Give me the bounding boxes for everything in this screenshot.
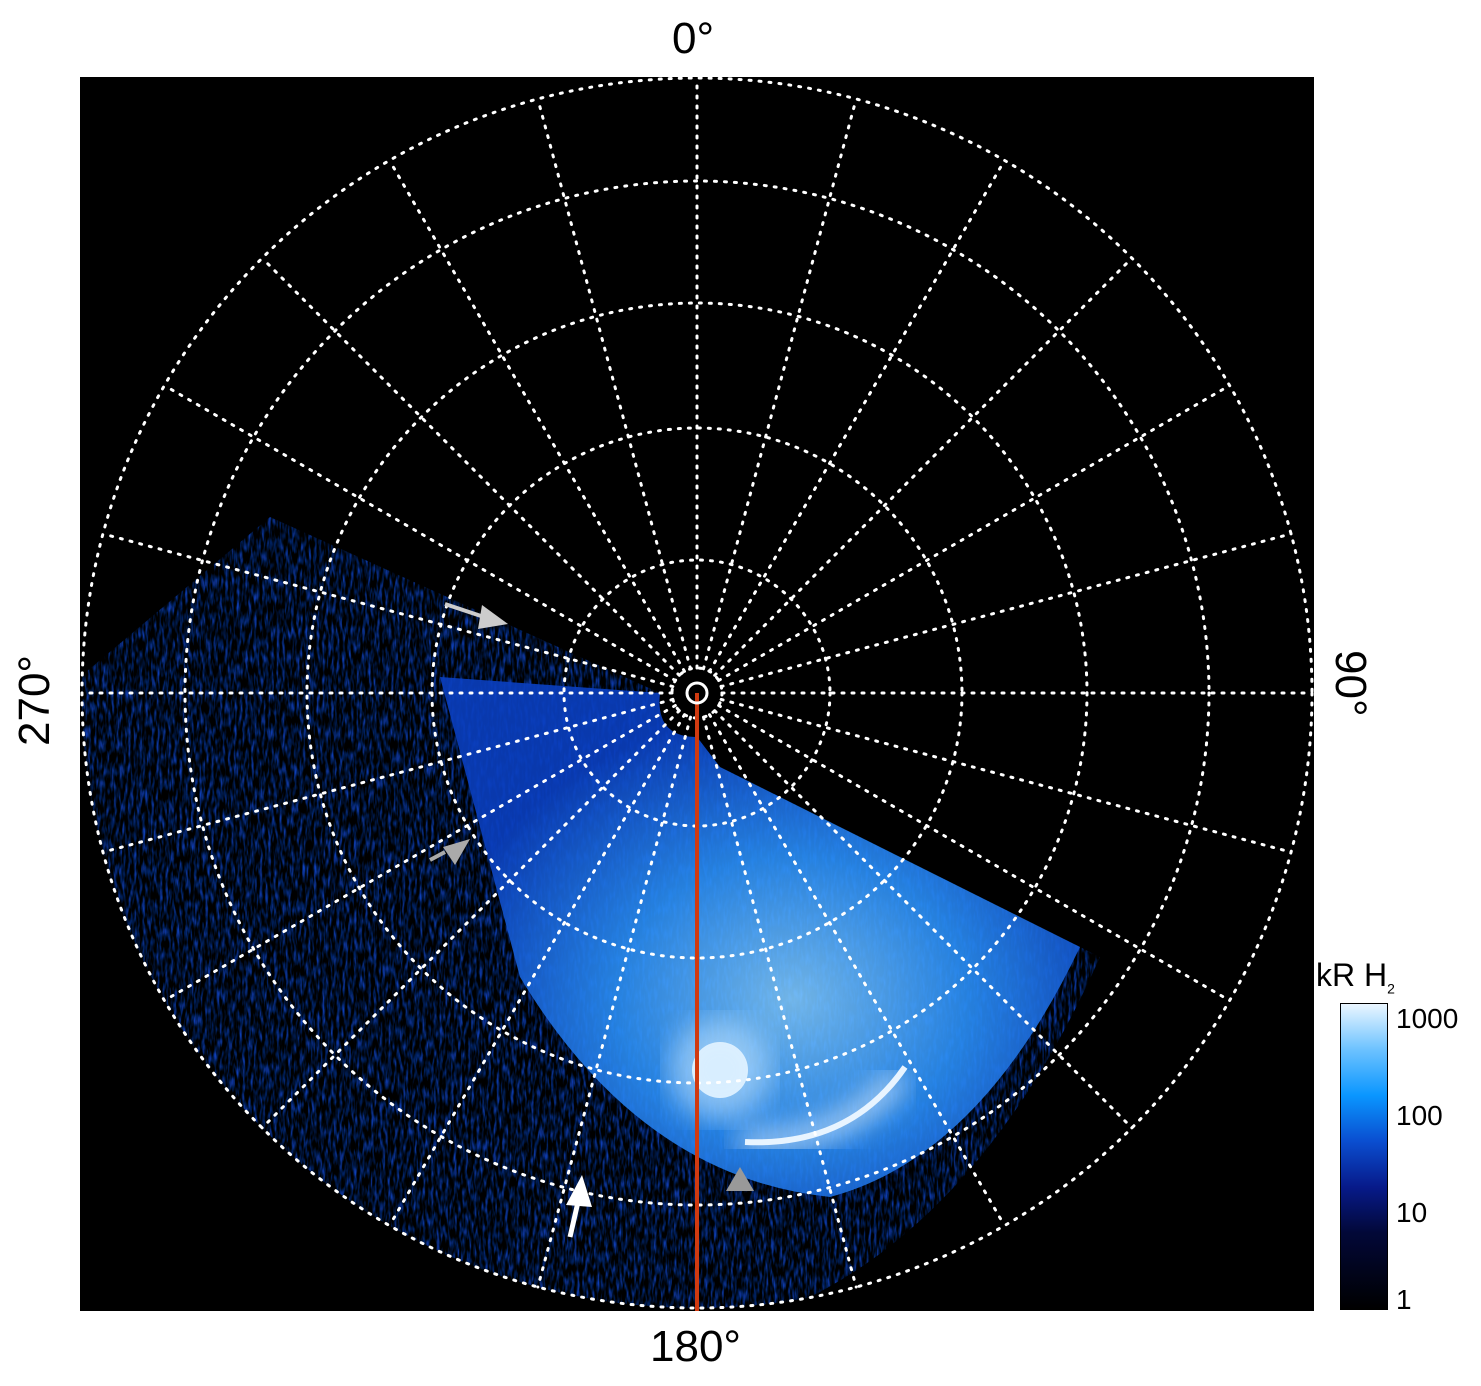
longitude-line — [536, 715, 693, 1289]
longitude-line — [713, 256, 1134, 677]
longitude-line — [162, 384, 677, 682]
colorbar-title-text: kR H — [1316, 957, 1388, 993]
aurora-emission — [82, 517, 1100, 1308]
colorbar-title-subscript: 2 — [1387, 980, 1395, 997]
longitude-line — [719, 697, 1293, 854]
colorbar-title: kR H2 — [1316, 957, 1395, 996]
longitude-line — [701, 715, 858, 1289]
longitude-line — [101, 532, 675, 689]
colorbar-tick-1: 1 — [1396, 1284, 1412, 1315]
colorbar-tick-10: 10 — [1396, 1197, 1428, 1228]
longitude-line — [260, 256, 681, 677]
latitude-circle — [80, 76, 1314, 1310]
label-0deg: 0° — [672, 14, 715, 63]
longitude-line — [717, 704, 1232, 1002]
longitude-line — [717, 384, 1232, 682]
arrow-white-bottom — [566, 1175, 592, 1238]
longitude-line — [719, 532, 1293, 689]
longitude-line — [536, 97, 693, 671]
annotation-arrows — [429, 602, 754, 1238]
arrow-gray-top — [444, 602, 508, 629]
colorbar-tick-100: 100 — [1396, 1100, 1443, 1131]
longitude-line — [708, 158, 1006, 673]
latitude-circle — [183, 179, 1211, 1207]
longitude-line — [701, 97, 858, 671]
longitude-line — [388, 713, 686, 1228]
label-180deg: 180° — [650, 1322, 742, 1371]
polar-projection-plot — [80, 76, 1314, 1311]
longitude-line — [162, 704, 677, 1002]
polar-map-svg — [80, 76, 1314, 1311]
longitude-line — [260, 709, 681, 1130]
longitude-line — [388, 158, 686, 673]
pole-marker — [685, 681, 709, 705]
label-270deg: 270° — [10, 654, 59, 746]
latitude-longitude-grid — [80, 76, 1314, 1310]
colorbar-tick-1000: 1000 — [1396, 1003, 1459, 1034]
colorbar — [1340, 1003, 1388, 1310]
label-90deg: 90° — [1326, 650, 1375, 717]
longitude-line — [713, 709, 1134, 1130]
arrow-gray-left — [429, 839, 470, 865]
longitude-line — [101, 697, 675, 854]
longitude-line — [708, 713, 1006, 1228]
arrow-gray-bottom — [726, 1167, 754, 1191]
